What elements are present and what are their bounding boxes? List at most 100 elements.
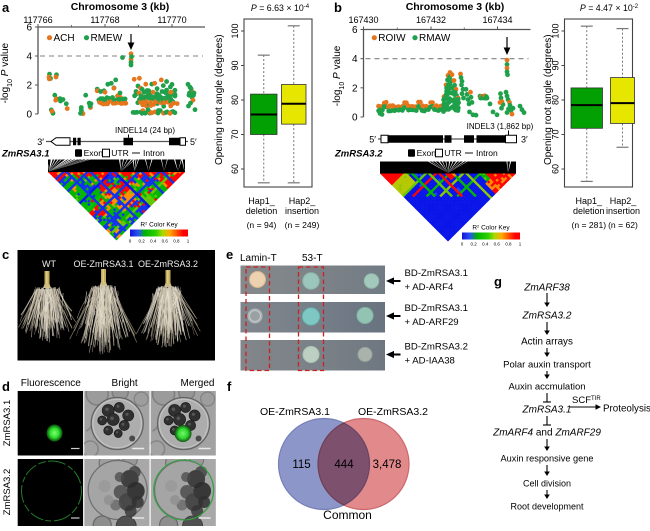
svg-text:Intron: Intron	[143, 148, 165, 158]
svg-text:Hap1_: Hap1_	[248, 196, 276, 206]
svg-text:OE-ZmRSA3.2: OE-ZmRSA3.2	[358, 406, 428, 418]
svg-text:Hap2_: Hap2_	[610, 196, 638, 206]
svg-text:BD-ZmRSA3.2: BD-ZmRSA3.2	[405, 341, 468, 352]
svg-text:OE-ZmRSA3.1: OE-ZmRSA3.1	[73, 259, 133, 269]
svg-text:Lamin-T: Lamin-T	[240, 253, 277, 264]
svg-text:(n = 281): (n = 281)	[571, 220, 606, 230]
svg-text:ZmRSA3.1: ZmRSA3.1	[2, 400, 13, 446]
svg-text:b: b	[334, 0, 342, 15]
svg-text:+ AD-ARF4: + AD-ARF4	[405, 282, 454, 293]
svg-text:Merged: Merged	[181, 378, 215, 389]
svg-text:ZmARF38: ZmARF38	[523, 283, 570, 294]
svg-text:(n = 94): (n = 94)	[247, 220, 277, 230]
svg-text:444: 444	[334, 459, 354, 471]
svg-text:insertion: insertion	[285, 206, 319, 216]
svg-text:OE-ZmRSA3.1: OE-ZmRSA3.1	[260, 406, 330, 418]
svg-text:deletion: deletion	[246, 206, 278, 216]
svg-text:167430: 167430	[348, 15, 378, 25]
svg-text:P = 4.47 × 10-2: P = 4.47 × 10-2	[580, 3, 639, 13]
svg-text:60: 60	[230, 164, 240, 174]
svg-text:ZmRSA3.1: ZmRSA3.1	[522, 405, 572, 416]
svg-text:167432: 167432	[416, 15, 446, 25]
svg-text:4: 4	[26, 52, 32, 63]
svg-text:ZmRSA3.2: ZmRSA3.2	[522, 311, 572, 322]
svg-text:115: 115	[292, 459, 310, 471]
svg-text:d: d	[2, 379, 10, 394]
svg-text:WT: WT	[42, 259, 56, 269]
svg-text:6: 6	[26, 23, 32, 34]
svg-text:0.8: 0.8	[173, 239, 180, 244]
svg-text:90: 90	[230, 60, 240, 70]
svg-text:0.4: 0.4	[150, 239, 157, 244]
svg-text:Proteolysis: Proteolysis	[603, 404, 650, 415]
svg-text:70: 70	[230, 129, 240, 139]
svg-text:0.6: 0.6	[162, 239, 169, 244]
svg-text:ZmRSA3.2: ZmRSA3.2	[334, 149, 383, 160]
svg-text:2: 2	[26, 81, 32, 92]
svg-text:5′: 5′	[190, 137, 197, 147]
svg-text:g: g	[494, 274, 502, 289]
svg-text:0: 0	[26, 110, 32, 121]
svg-text:P = 6.63 × 10-4: P = 6.63 × 10-4	[251, 3, 310, 13]
svg-text:+ AD-ARF29: + AD-ARF29	[405, 317, 459, 328]
svg-text:ZmARF4 and ZmARF29: ZmARF4 and ZmARF29	[492, 428, 601, 439]
svg-text:6: 6	[352, 25, 358, 36]
svg-text:Hap1_: Hap1_	[576, 196, 604, 206]
svg-text:Hap2_: Hap2_	[289, 196, 317, 206]
svg-text:3′: 3′	[37, 137, 44, 147]
svg-text:Auxin accmulation: Auxin accmulation	[508, 382, 585, 393]
svg-text:INDEL14 (24 bp): INDEL14 (24 bp)	[115, 126, 175, 135]
svg-text:INDEL3 (1,862 bp): INDEL3 (1,862 bp)	[467, 122, 534, 131]
svg-text:ZmRSA3.2: ZmRSA3.2	[2, 469, 13, 515]
svg-text:Chromosome 3 (kb): Chromosome 3 (kb)	[71, 1, 170, 13]
svg-text:Auxin responsive gene: Auxin responsive gene	[501, 454, 594, 464]
svg-text:3′: 3′	[521, 135, 528, 145]
svg-text:5′: 5′	[369, 135, 376, 145]
svg-text:a: a	[2, 0, 10, 15]
svg-text:0: 0	[352, 113, 358, 124]
svg-text:BD-ZmRSA3.1: BD-ZmRSA3.1	[405, 268, 468, 279]
svg-text:deletion: deletion	[573, 206, 605, 216]
svg-text:4: 4	[352, 54, 358, 65]
svg-text:UTR: UTR	[444, 148, 461, 158]
svg-text:(n = 62): (n = 62)	[608, 220, 638, 230]
svg-text:0.6: 0.6	[494, 242, 501, 247]
svg-text:e: e	[226, 247, 233, 262]
svg-text:Chromosome 3 (kb): Chromosome 3 (kb)	[406, 1, 505, 13]
svg-text:UTR: UTR	[111, 148, 128, 158]
svg-text:167434: 167434	[482, 15, 512, 25]
svg-text:Bright: Bright	[112, 378, 138, 389]
svg-text:100: 100	[230, 23, 240, 38]
svg-text:0.4: 0.4	[482, 242, 489, 247]
svg-text:(n = 249): (n = 249)	[285, 220, 320, 230]
svg-text:2: 2	[352, 83, 358, 94]
svg-text:insertion: insertion	[606, 206, 640, 216]
svg-text:Opening root angle (degrees): Opening root angle (degrees)	[543, 34, 554, 165]
svg-text:Actin arrays: Actin arrays	[521, 337, 573, 348]
svg-text:Cell division: Cell division	[523, 479, 571, 489]
svg-text:Exon: Exon	[84, 148, 104, 158]
svg-text:Fluorescence: Fluorescence	[21, 378, 81, 389]
svg-text:3,478: 3,478	[373, 459, 402, 471]
svg-text:53-T: 53-T	[302, 253, 323, 264]
svg-text:c: c	[2, 247, 9, 262]
svg-text:RMAW: RMAW	[419, 33, 451, 44]
svg-text:BD-ZmRSA3.1: BD-ZmRSA3.1	[405, 303, 468, 314]
svg-text:Polar auxin transport: Polar auxin transport	[503, 360, 591, 371]
svg-text:Intron: Intron	[476, 148, 498, 158]
svg-text:0.2: 0.2	[138, 239, 145, 244]
svg-text:Opening root angle (degrees): Opening root angle (degrees)	[214, 34, 225, 165]
svg-text:ACH: ACH	[54, 33, 75, 44]
svg-text:0.8: 0.8	[505, 242, 512, 247]
svg-text:0.2: 0.2	[470, 242, 477, 247]
svg-text:80: 80	[230, 95, 240, 105]
svg-text:ROIW: ROIW	[378, 33, 406, 44]
svg-text:OE-ZmRSA3.2: OE-ZmRSA3.2	[138, 259, 198, 269]
svg-text:+ AD-IAA38: + AD-IAA38	[405, 356, 455, 367]
svg-text:117770: 117770	[157, 15, 186, 25]
svg-text:Root development: Root development	[510, 502, 584, 512]
svg-text:ZmRSA3.1: ZmRSA3.1	[1, 149, 50, 160]
svg-text:RMEW: RMEW	[91, 33, 123, 44]
svg-text:Common: Common	[323, 508, 372, 522]
svg-text:117768: 117768	[90, 15, 119, 25]
